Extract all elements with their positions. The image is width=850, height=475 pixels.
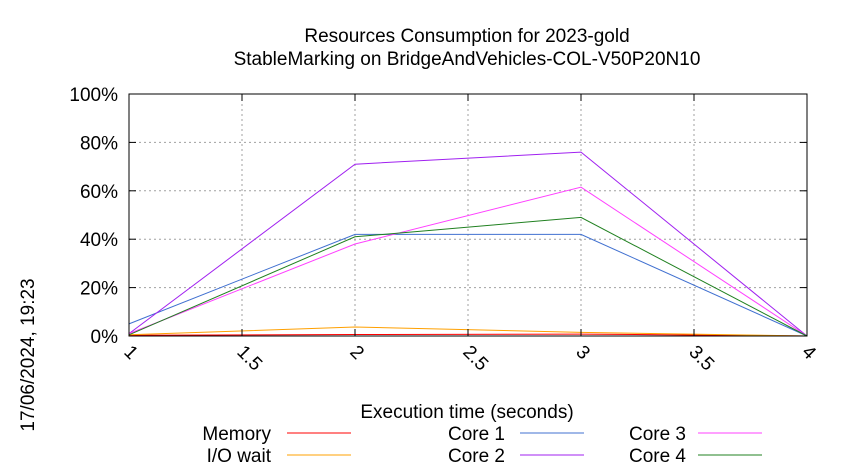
series-line-core-4	[128, 216, 808, 337]
chart-title: Resources Consumption for 2023-gold	[304, 26, 629, 47]
y-tick-label: 60%	[80, 182, 118, 203]
x-tick-label: 4	[797, 342, 820, 365]
timestamp-label: 17/06/2024, 19:23	[18, 278, 39, 431]
legend-label-memory: Memory	[202, 424, 271, 445]
legend-label-core-2: Core 2	[448, 446, 505, 467]
legend-label-i-o-wait: I/O wait	[207, 446, 272, 467]
x-axis-label: Execution time (seconds)	[360, 402, 573, 423]
x-tick-label: 1	[119, 342, 141, 364]
y-tick-label: 0%	[91, 327, 119, 348]
chart-subtitle: StableMarking on BridgeAndVehicles-COL-V…	[234, 49, 701, 70]
series-line-core-2	[128, 151, 808, 337]
series-line-core-1	[128, 233, 808, 337]
legend-label-core-1: Core 1	[448, 424, 505, 445]
y-tick-label: 40%	[80, 230, 118, 251]
y-tick-label: 20%	[80, 279, 118, 300]
x-tick-label: 2.5	[458, 342, 492, 376]
y-axis-ticks: 0% 20% 40% 60% 80% 100%	[69, 85, 807, 348]
grid	[129, 94, 807, 336]
x-tick-label: 3.5	[684, 342, 718, 376]
legend-label-core-3: Core 3	[629, 424, 686, 445]
y-tick-label: 80%	[80, 133, 118, 154]
legend-label-core-4: Core 4	[629, 446, 686, 467]
x-tick-label: 1.5	[232, 342, 266, 376]
series-line-core-3	[128, 186, 808, 337]
y-tick-label: 100%	[69, 85, 118, 106]
x-tick-label: 3	[571, 342, 593, 364]
x-tick-label: 2	[345, 342, 367, 364]
